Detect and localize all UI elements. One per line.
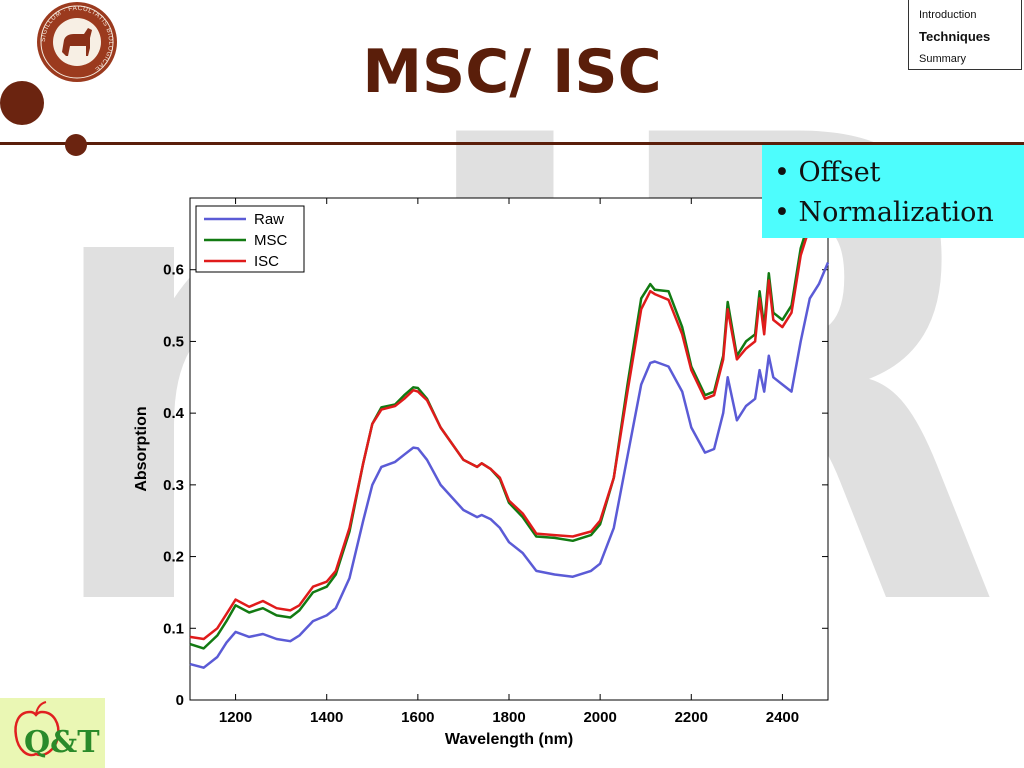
svg-text:Q&T: Q&T <box>24 725 100 760</box>
series-line-isc <box>189 233 809 641</box>
bullet-text: Offset <box>798 157 881 188</box>
y-tick-label: 0 <box>176 692 184 709</box>
y-tick-label: 0.4 <box>163 405 185 422</box>
section-nav: Introduction Techniques Summary <box>908 0 1022 70</box>
legend-label: Raw <box>254 211 284 228</box>
y-tick-label: 0.2 <box>163 549 184 566</box>
x-tick-label: 2000 <box>583 709 616 726</box>
series-line-msc <box>189 226 809 650</box>
y-tick-label: 0.6 <box>163 262 184 279</box>
legend-label: ISC <box>254 253 279 270</box>
nav-item-summary[interactable]: Summary <box>919 53 967 65</box>
x-tick-label: 2400 <box>766 709 799 726</box>
y-tick-label: 0.3 <box>163 477 184 494</box>
bullet-normalization: • Normalization <box>774 197 994 228</box>
legend-label: MSC <box>254 232 288 249</box>
x-tick-label: 1600 <box>401 709 434 726</box>
spectra-chart: 1200 1400 1600 1800 2000 2200 2400 0 0.1 0.2 0.3 0.… <box>133 197 830 748</box>
x-tick-label: 1200 <box>219 709 252 726</box>
plot-area <box>189 197 829 701</box>
y-tick-label: 0.1 <box>163 620 184 637</box>
y-tick-label: 0.5 <box>163 333 184 350</box>
x-tick-label: 1400 <box>310 709 343 726</box>
decor-dot-large <box>0 81 44 125</box>
qt-logo: Q&T <box>0 698 105 768</box>
chart-legend: Raw MSC ISC <box>195 205 305 273</box>
bullet-offset: • Offset <box>774 157 881 188</box>
nav-item-introduction[interactable]: Introduction <box>919 9 977 21</box>
decor-dot-small <box>65 134 87 156</box>
series-line-raw <box>189 262 830 669</box>
nav-item-techniques[interactable]: Techniques <box>919 29 991 44</box>
bullet-callout: • Offset • Normalization <box>762 145 1024 238</box>
y-axis-label: Absorption <box>133 406 150 491</box>
x-tick-label: 1800 <box>492 709 525 726</box>
x-axis-label: Wavelength (nm) <box>445 731 573 748</box>
x-tick-label: 2200 <box>675 709 708 726</box>
university-seal-logo: SIGILLUM · FACULTATIS BIOLOGICAE <box>37 2 117 82</box>
bullet-text: Normalization <box>798 197 994 228</box>
slide-title: MSC/ ISC <box>362 37 661 107</box>
